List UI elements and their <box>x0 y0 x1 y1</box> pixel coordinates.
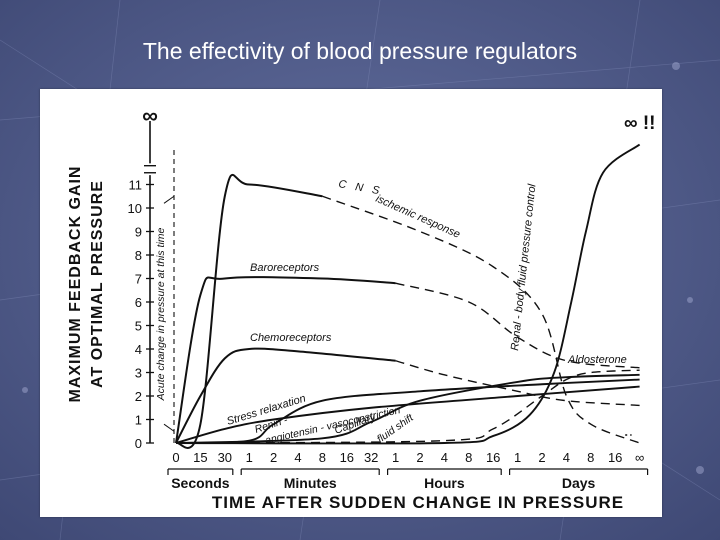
x-tick-label: 8 <box>465 450 472 465</box>
x-tick-label: 4 <box>563 450 570 465</box>
series-line-renal-body-fluid-pressure-control <box>175 143 641 445</box>
x-tick-label: 1 <box>246 450 253 465</box>
x-tick-label: 1 <box>514 450 521 465</box>
series-line-chemoreceptors <box>175 347 396 444</box>
y-tick-label: 6 <box>135 295 142 310</box>
x-group-label: Hours <box>424 475 465 491</box>
y-tick-label: 5 <box>135 319 142 334</box>
x-tick-label: 8 <box>587 450 594 465</box>
x-tick-label: 16 <box>608 450 622 465</box>
x-tick-label: ∞ <box>635 450 644 465</box>
annotation-renal-infinity: ∞ !! <box>624 113 655 134</box>
series-line-baroreceptors <box>175 276 396 444</box>
x-tick-label: 2 <box>538 450 545 465</box>
annotation-cns: C N S <box>337 178 383 198</box>
annotation-chemoreceptors: Chemoreceptors <box>250 332 332 344</box>
y-tick-label: 9 <box>135 225 142 240</box>
y-axis-label-line1: MAXIMUM FEEDBACK GAIN <box>67 166 84 403</box>
y-tick-label: 8 <box>135 248 142 263</box>
y-tick-label: 3 <box>135 366 142 381</box>
y-tick-label: 11 <box>129 178 143 193</box>
x-tick-label: 32 <box>364 450 378 465</box>
series-line-chemoreceptors-dashed <box>395 360 640 407</box>
x-tick-label: 2 <box>416 450 423 465</box>
annotation-aldosterone: Aldosterone <box>567 354 627 366</box>
x-group-label: Seconds <box>171 475 230 491</box>
y-tick-label: 4 <box>135 342 142 357</box>
x-tick-label: 2 <box>270 450 277 465</box>
y-infinity-label: ∞ <box>142 103 158 128</box>
x-tick-label: 16 <box>340 450 354 465</box>
y-tick-label: 2 <box>135 389 142 404</box>
x-tick-label: 15 <box>193 450 207 465</box>
annotation-renal: Renal - body fluid pressure control <box>509 183 539 351</box>
chart-figure: ∞ 0 1 2 3 4 5 6 7 8 9 10 11 MAXIMUM FEEDBACK GAIN AT O… <box>40 89 662 517</box>
x-group-label: Minutes <box>284 475 337 491</box>
series-line-capillary-fluid-shift <box>175 373 640 444</box>
acute-arrow-bottom <box>163 423 175 432</box>
annotation-baroreceptors: Baroreceptors <box>250 262 320 274</box>
y-tick-label: 0 <box>135 436 142 451</box>
x-tick-label: 1 <box>392 450 399 465</box>
annotation-ischemic: ischemic response <box>374 193 462 241</box>
y-tick-label: 7 <box>135 272 142 287</box>
series-line-cns-ischemic-response <box>175 173 323 449</box>
x-axis-title: TIME AFTER SUDDEN CHANGE IN PRESSURE <box>212 493 624 512</box>
slide-title: The effectivity of blood pressure regula… <box>142 38 578 64</box>
y-tick-label: 10 <box>128 201 142 216</box>
x-tick-label: 30 <box>218 450 232 465</box>
y-tick-label: 1 <box>135 413 142 428</box>
series-line-baroreceptors-dashed <box>395 282 640 369</box>
x-tick-label: 8 <box>319 450 326 465</box>
series-line-aldosterone <box>175 369 640 444</box>
x-tick-label: 0 <box>172 450 179 465</box>
series-line-cns-ischemic-response-dashed <box>322 195 640 444</box>
x-tick-label: 4 <box>441 450 448 465</box>
x-group-label: Days <box>562 475 596 491</box>
acute-arrow-top <box>163 195 175 204</box>
acute-change-label: Acute change in pressure at this time <box>155 227 167 401</box>
y-axis-label-line2: AT OPTIMAL PRESSURE <box>89 180 106 388</box>
x-tick-label: 4 <box>294 450 301 465</box>
series-line-stress-relaxation <box>175 385 640 444</box>
x-tick-label: 16 <box>486 450 500 465</box>
